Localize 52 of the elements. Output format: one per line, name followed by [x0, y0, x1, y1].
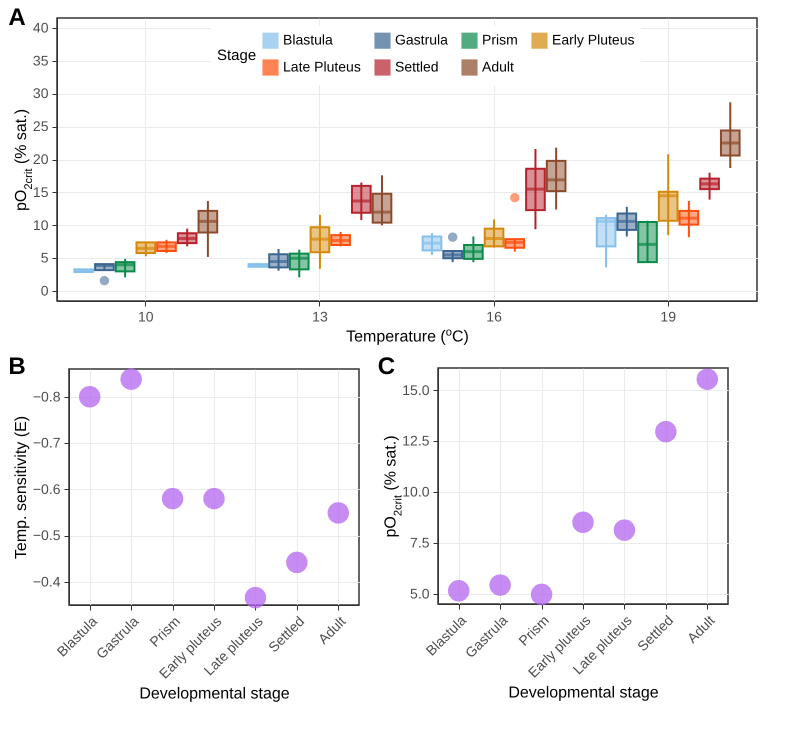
point — [120, 368, 142, 390]
point — [530, 584, 552, 606]
legend-label: Blastula — [283, 32, 334, 48]
x-axis-title: Developmental stage — [508, 684, 659, 702]
y-tick-label: 15 — [32, 184, 49, 200]
point — [78, 386, 100, 408]
point — [203, 488, 225, 510]
point — [162, 488, 184, 510]
legend-label: Gastrula — [395, 32, 448, 48]
y-tick-label: −0.8 — [32, 388, 61, 404]
y-tick-label: 5 — [40, 250, 49, 266]
x-tick-label: 16 — [486, 308, 502, 324]
point — [244, 586, 266, 608]
y-tick-label: 7.5 — [410, 534, 430, 550]
y-tick-label: −0.6 — [32, 480, 61, 497]
point — [696, 368, 718, 390]
x-tick-label: 13 — [312, 308, 328, 324]
legend-title: Stage — [217, 47, 256, 64]
x-tick-label: 10 — [138, 308, 154, 324]
y-tick-label: 35 — [32, 52, 49, 68]
y-tick-label: 12.5 — [402, 432, 430, 449]
y-tick-label: 10 — [32, 216, 49, 233]
y-tick-label: 5.0 — [410, 585, 430, 602]
legend-label: Prism — [482, 32, 518, 48]
x-axis-title: Developmental stage — [139, 686, 290, 703]
point — [286, 552, 308, 574]
chart-title: A — [8, 4, 26, 31]
point — [328, 502, 350, 524]
y-axis-title: Temp. sensitivity (E) — [12, 416, 30, 560]
y-tick-label: −0.5 — [32, 527, 61, 544]
legend-label: Early Pluteus — [552, 32, 634, 48]
legend-label: Settled — [395, 58, 439, 74]
y-tick-label: 40 — [32, 19, 49, 36]
y-tick-label: 20 — [32, 151, 49, 167]
legend-label: Late Pluteus — [283, 58, 361, 74]
y-tick-label: 0 — [40, 282, 49, 299]
point — [572, 511, 594, 533]
point — [614, 519, 636, 541]
y-tick-label: −0.7 — [32, 434, 61, 451]
y-tick-label: 25 — [32, 118, 49, 134]
y-tick-label: 30 — [32, 85, 49, 102]
chart-title: B — [8, 352, 26, 380]
point — [655, 420, 677, 442]
legend-label: Adult — [482, 58, 514, 74]
x-tick-label: 19 — [660, 308, 676, 324]
y-tick-label: 10.0 — [402, 484, 430, 500]
chart-title: C — [378, 352, 396, 380]
point — [489, 574, 511, 596]
y-tick-label: −0.4 — [32, 573, 61, 590]
x-axis-title: Temperature ($^{o}$C) — [346, 326, 469, 346]
y-tick-label: 15.0 — [402, 382, 430, 398]
point — [448, 580, 470, 602]
